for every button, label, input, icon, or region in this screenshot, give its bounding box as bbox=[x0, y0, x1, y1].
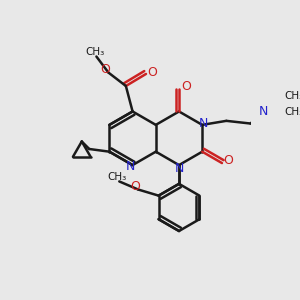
Text: CH₃: CH₃ bbox=[284, 92, 300, 101]
Text: O: O bbox=[223, 154, 233, 167]
Text: O: O bbox=[181, 80, 191, 93]
Text: N: N bbox=[259, 105, 268, 118]
Text: N: N bbox=[125, 160, 135, 173]
Text: CH₃: CH₃ bbox=[284, 107, 300, 118]
Text: O: O bbox=[130, 181, 140, 194]
Text: CH₃: CH₃ bbox=[107, 172, 126, 182]
Text: O: O bbox=[100, 63, 110, 76]
Text: CH₃: CH₃ bbox=[85, 47, 104, 57]
Text: O: O bbox=[147, 66, 157, 79]
Text: N: N bbox=[175, 162, 184, 175]
Text: N: N bbox=[198, 117, 208, 130]
